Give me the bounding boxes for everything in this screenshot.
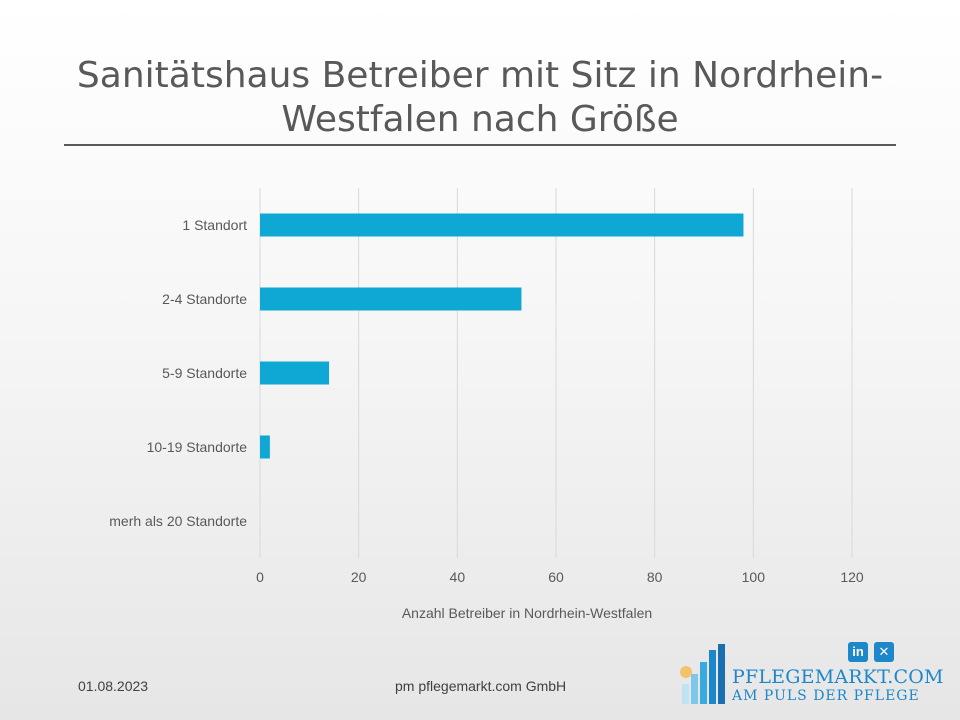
category-label: 5-9 Standorte: [162, 365, 247, 381]
x-tick-label: 60: [548, 569, 564, 585]
x-tick-labels: 0 20 40 60 80 100 120: [256, 569, 864, 585]
footer-company: pm pflegemarkt.com GmbH: [395, 678, 567, 694]
bar: [260, 287, 522, 311]
x-axis-title: Anzahl Betreiber in Nordrhein-Westfalen: [402, 605, 652, 621]
title-divider: [64, 144, 896, 146]
bar-chart: 1 Standort 2-4 Standorte 5-9 Standorte 10-1…: [109, 188, 864, 621]
category-label: 10-19 Standorte: [147, 439, 248, 455]
logo-name: PFLEGEMARKT.COM: [732, 666, 944, 688]
chart-title: Sanitätshaus Betreiber mit Sitz in Nordr…: [76, 55, 884, 140]
bar: [260, 213, 744, 237]
xing-icon[interactable]: ✕: [874, 642, 894, 662]
x-tick-label: 80: [647, 569, 663, 585]
x-tick-label: 40: [450, 569, 466, 585]
category-label: 2-4 Standorte: [162, 291, 247, 307]
x-tick-label: 120: [840, 569, 864, 585]
gridlines: [259, 188, 853, 558]
footer-date: 01.08.2023: [78, 678, 149, 694]
x-tick-label: 100: [742, 569, 766, 585]
category-labels: 1 Standort 2-4 Standorte 5-9 Standorte 10-1…: [109, 217, 247, 529]
category-label: 1 Standort: [182, 217, 247, 233]
bar: [260, 361, 330, 385]
bars: [260, 213, 744, 459]
category-label: merh als 20 Standorte: [109, 513, 247, 529]
x-tick-label: 20: [351, 569, 367, 585]
bar: [260, 435, 270, 459]
logo-tagline: AM PULS DER PFLEGE: [732, 688, 920, 704]
x-tick-label: 0: [256, 569, 264, 585]
linkedin-icon[interactable]: in: [848, 642, 868, 662]
logo-mark-icon: [680, 644, 725, 704]
